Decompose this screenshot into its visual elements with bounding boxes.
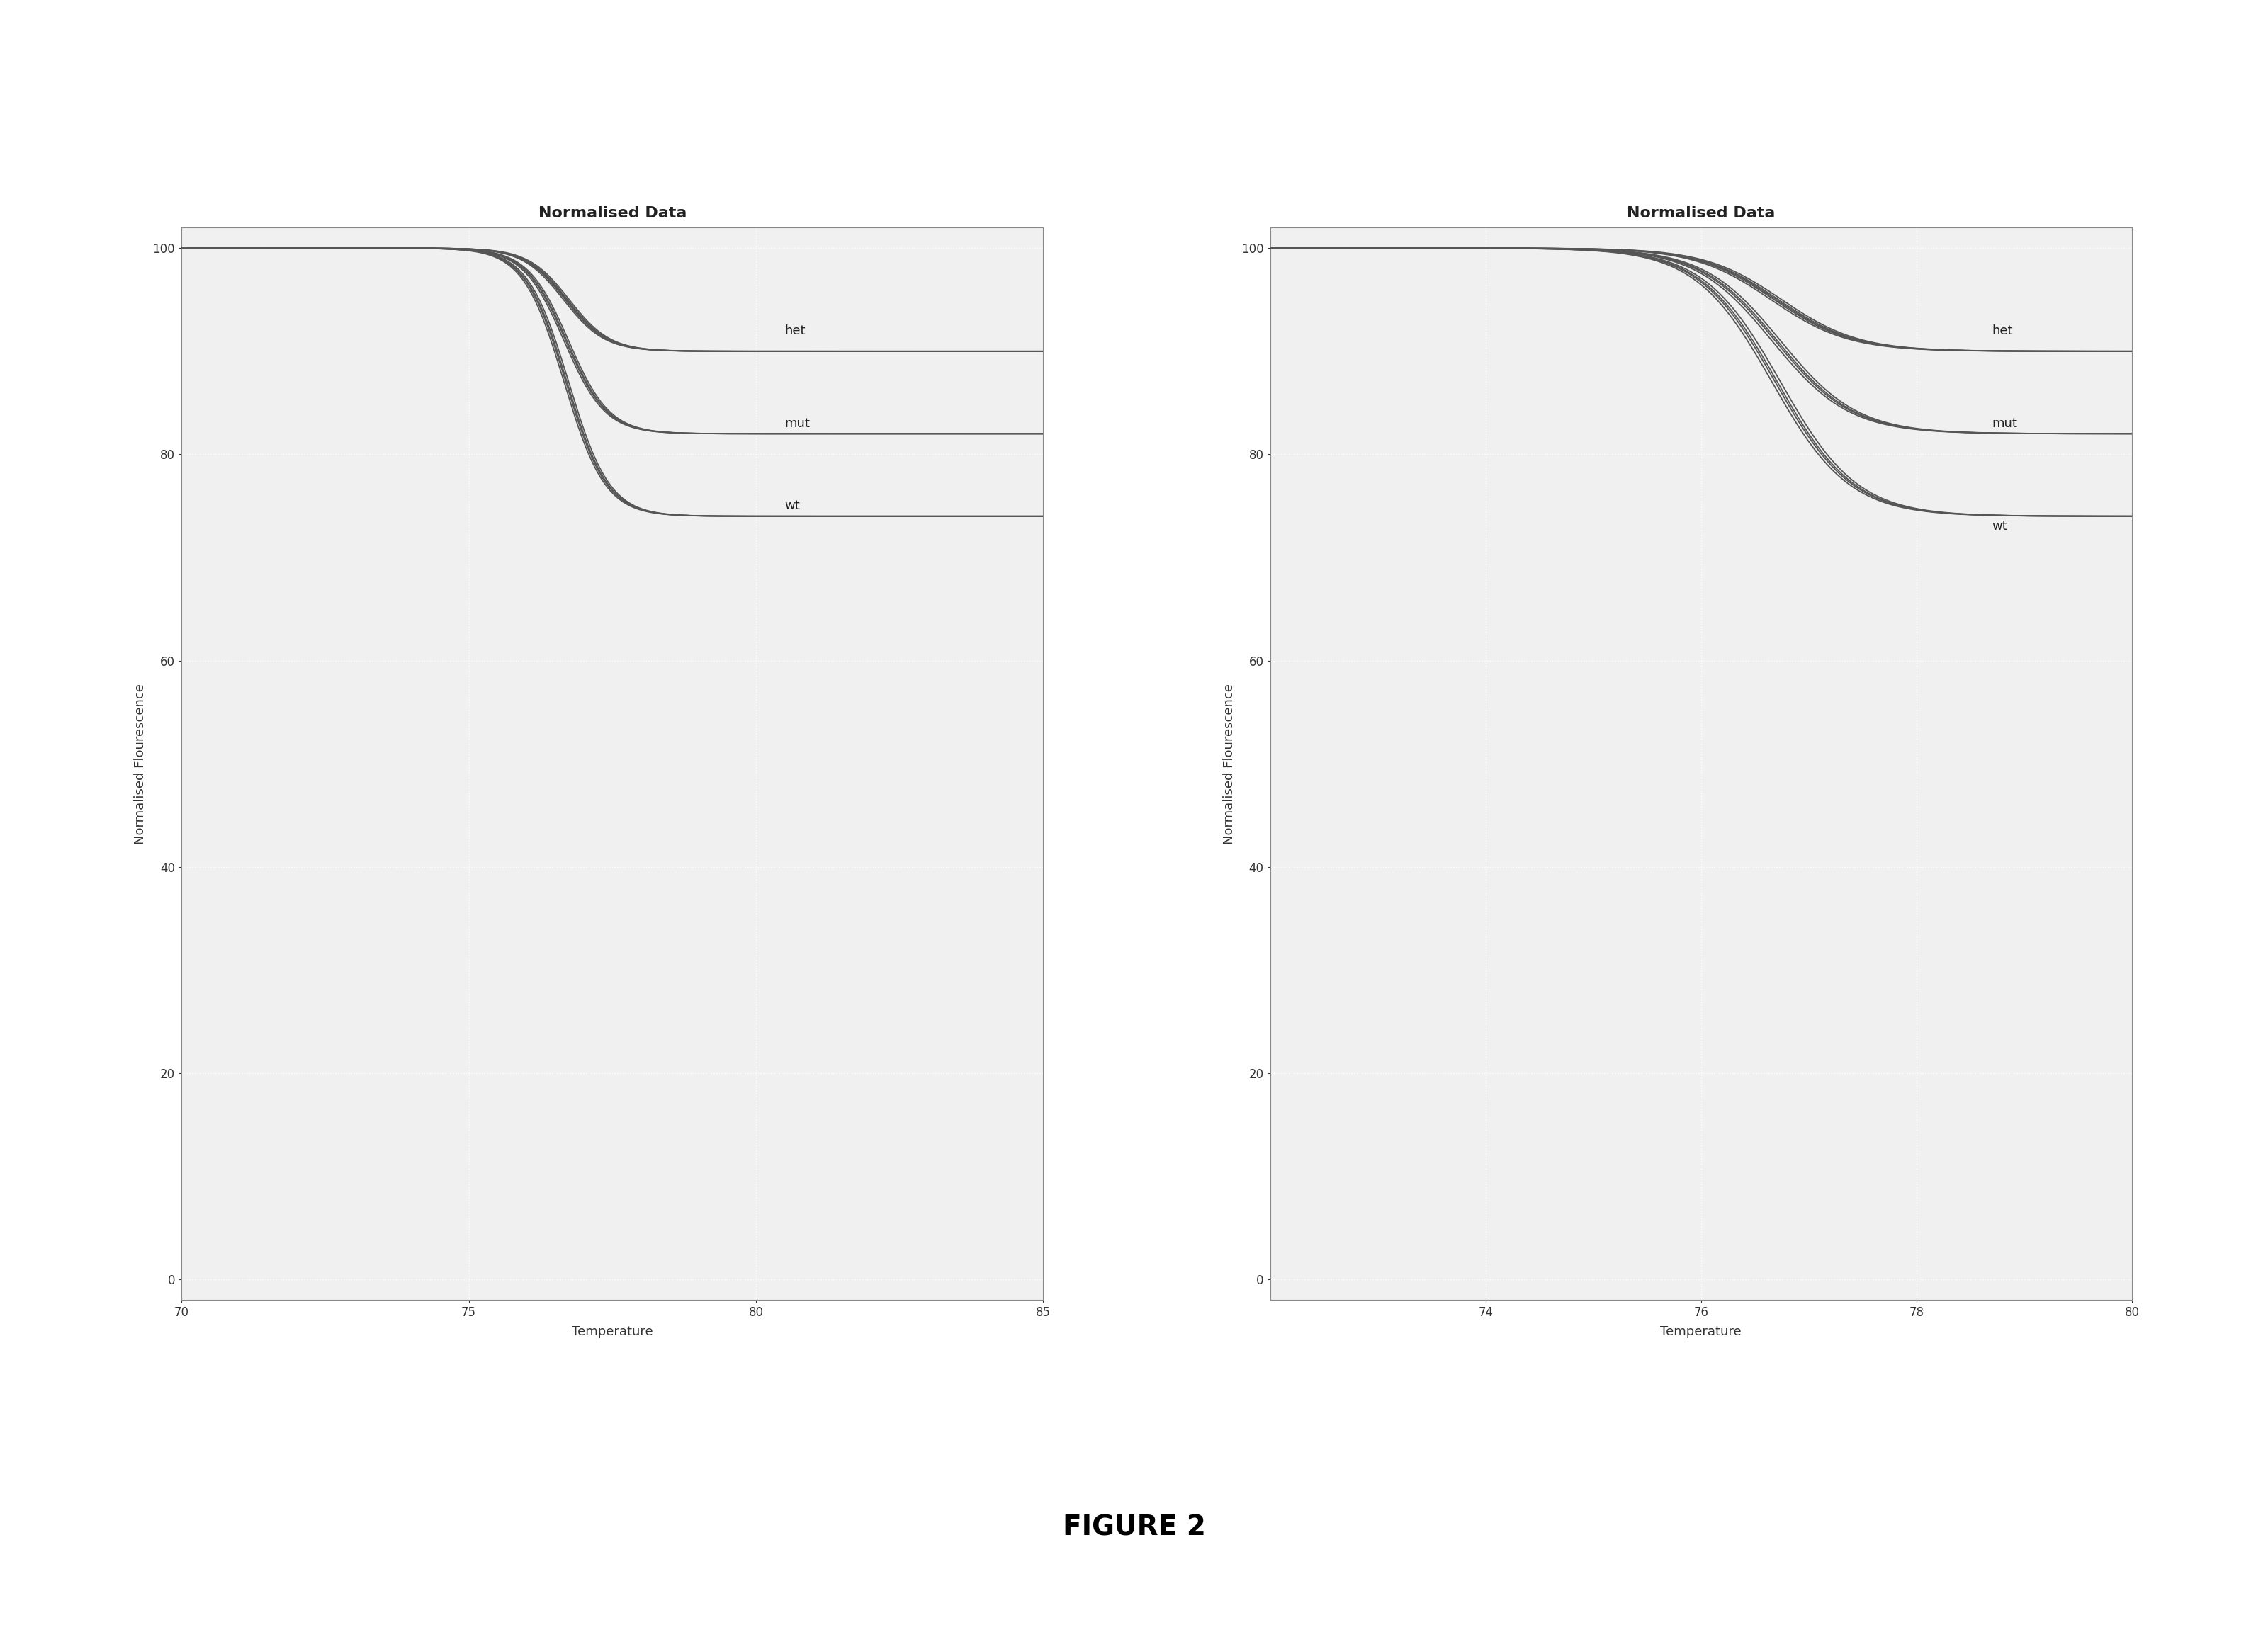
Text: mut: mut	[1991, 418, 2016, 431]
Text: wt: wt	[785, 499, 801, 512]
Text: het: het	[785, 325, 805, 336]
Y-axis label: Normalised Flourescence: Normalised Flourescence	[134, 684, 147, 843]
X-axis label: Temperature: Temperature	[572, 1324, 653, 1337]
Y-axis label: Normalised Flourescence: Normalised Flourescence	[1222, 684, 1236, 843]
Text: mut: mut	[785, 418, 810, 431]
Text: FIGURE 2: FIGURE 2	[1061, 1515, 1207, 1540]
Title: Normalised Data: Normalised Data	[538, 206, 687, 221]
X-axis label: Temperature: Temperature	[1660, 1324, 1742, 1337]
Text: wt: wt	[1991, 520, 2007, 533]
Text: het: het	[1991, 325, 2012, 336]
Title: Normalised Data: Normalised Data	[1626, 206, 1776, 221]
